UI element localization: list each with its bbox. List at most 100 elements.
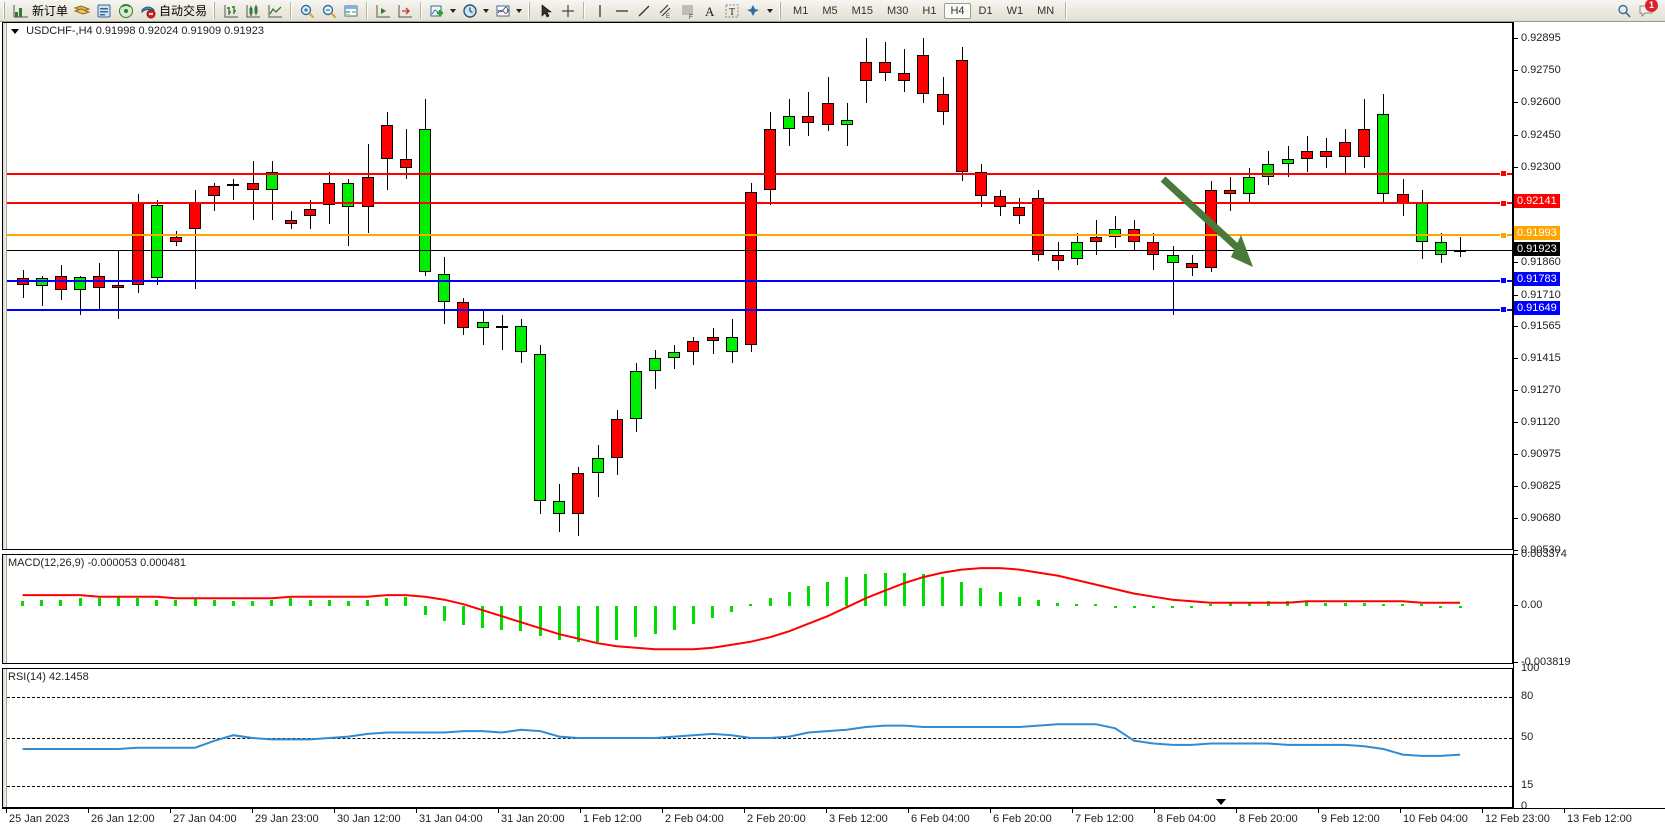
price-level-line-support-1[interactable] (7, 279, 1512, 282)
cursor-button[interactable] (535, 1, 557, 21)
rsi-scroll-rail[interactable] (3, 669, 7, 807)
macd-histogram-bar (1171, 605, 1175, 608)
price-level-line-pivot[interactable] (7, 234, 1512, 237)
chart-scroll-rail[interactable] (3, 23, 7, 549)
zoom-in-button[interactable] (296, 1, 318, 21)
toolbar-grip-4[interactable] (779, 2, 784, 19)
timeframe-m15[interactable]: M15 (851, 4, 873, 17)
price-tag-support-1[interactable]: 0.91783 (1514, 271, 1560, 286)
timeframe-d1[interactable]: D1 (978, 4, 993, 17)
time-tick (1154, 809, 1155, 813)
macd-canvas (7, 555, 1512, 663)
notifications-button[interactable]: 1 (1635, 0, 1658, 21)
add-indicator-button[interactable] (426, 1, 459, 21)
rsi-label: RSI(14) 42.1458 (8, 671, 89, 683)
macd-histogram-bar (1439, 605, 1443, 608)
auto-scroll-button[interactable] (372, 1, 394, 21)
price-level-anchor-support-2[interactable] (1500, 306, 1507, 314)
chart-menu-caret-icon[interactable] (11, 28, 19, 34)
price-scale[interactable]: 0.92895 0.92750 0.92600 0.92450 0.92300 0.921… (1513, 22, 1665, 812)
price-tick-label: 0.91860 (1521, 256, 1561, 269)
svg-text:T: T (729, 7, 735, 18)
price-level-line-support-2[interactable] (7, 308, 1512, 311)
chevron-down-icon[interactable] (450, 8, 457, 13)
time-tick (908, 809, 909, 813)
data-window-button[interactable] (93, 1, 115, 21)
chevron-down-icon-3[interactable] (516, 8, 523, 13)
time-tick-label: 12 Feb 23:00 (1485, 813, 1550, 825)
macd-tick-label: 0.00 (1521, 598, 1543, 611)
add-indicator-icon (429, 3, 445, 19)
macd-histogram-bar (979, 587, 983, 606)
toolbar-grip-2[interactable] (213, 2, 218, 19)
chart-shift-button[interactable] (394, 1, 416, 21)
toolbar-grip-3[interactable] (528, 2, 533, 19)
price-tag-pivot[interactable]: 0.91993 (1514, 226, 1560, 241)
text-label-button[interactable]: A (699, 1, 721, 21)
price-tick-label: 0.92300 (1521, 160, 1561, 173)
price-tick (1514, 102, 1518, 104)
horizontal-line-button[interactable] (611, 1, 633, 21)
macd-histogram-bar (155, 599, 159, 606)
new-order-button[interactable]: 新订单 (10, 1, 71, 21)
time-axis[interactable]: 25 Jan 2023 26 Jan 12:00 27 Jan 04:00 29 Ja… (2, 799, 1665, 833)
price-level-anchor-pivot[interactable] (1500, 231, 1507, 239)
price-level-line-resistance-1[interactable] (7, 172, 1512, 175)
templates-button[interactable] (492, 1, 525, 21)
vertical-line-button[interactable] (589, 1, 611, 21)
period-button[interactable] (459, 1, 492, 21)
candle-body (1147, 241, 1160, 255)
timeframe-h4[interactable]: H4 (944, 2, 971, 19)
zoom-out-button[interactable] (318, 1, 340, 21)
equidistant-channel-button[interactable]: E (655, 1, 677, 21)
grid-button[interactable] (340, 1, 362, 21)
price-chart-panel[interactable]: USDCHF-,H4 0.91998 0.92024 0.91909 0.919… (2, 22, 1513, 550)
timeframe-m5[interactable]: M5 (822, 4, 838, 17)
timeframe-mn[interactable]: MN (1037, 4, 1055, 17)
candlestick-button[interactable] (242, 1, 264, 21)
price-level-anchor-resistance-2[interactable] (1500, 199, 1507, 207)
price-level-anchor-resistance-1[interactable] (1500, 170, 1507, 178)
macd-histogram-bar (442, 605, 446, 621)
price-tag-support-2[interactable]: 0.91649 (1514, 300, 1560, 315)
price-tick (1514, 326, 1518, 328)
time-tick-label: 2 Feb 20:00 (747, 813, 806, 825)
chevron-down-icon-2[interactable] (483, 8, 490, 13)
price-level-line-resistance-2[interactable] (7, 202, 1512, 205)
chevron-down-icon-4[interactable] (767, 8, 774, 13)
macd-scroll-rail[interactable] (3, 555, 7, 663)
candle-body (35, 278, 48, 286)
svg-text:F: F (689, 15, 693, 19)
timeframe-w1[interactable]: W1 (1006, 4, 1024, 17)
autotrading-button[interactable]: 自动交易 (137, 1, 210, 21)
shapes-button[interactable] (743, 1, 776, 21)
expert-advisors-button[interactable] (71, 1, 93, 21)
price-tag-last-price[interactable]: 0.91923 (1514, 241, 1560, 256)
crosshair-button[interactable] (557, 1, 579, 21)
candle-body (1262, 163, 1275, 177)
macd-histogram-bar (806, 586, 810, 606)
rsi-panel[interactable]: RSI(14) 42.1458 (2, 668, 1513, 808)
price-level-line-last-price[interactable] (7, 249, 1512, 251)
timeframe-h1[interactable]: H1 (922, 4, 937, 17)
line-chart-button[interactable] (264, 1, 286, 21)
macd-histogram-bar (500, 605, 504, 630)
bar-chart-button[interactable] (220, 1, 242, 21)
toolbar-grip[interactable] (3, 2, 7, 19)
candle-body (112, 284, 125, 289)
signals-button[interactable] (115, 1, 137, 21)
price-level-anchor-support-1[interactable] (1500, 277, 1507, 285)
macd-histogram-bar (327, 599, 331, 606)
chart-area[interactable]: USDCHF-,H4 0.91998 0.92024 0.91909 0.919… (0, 22, 1665, 833)
trend-arrow-annotation[interactable] (1157, 173, 1267, 278)
text-box-button[interactable]: T (721, 1, 743, 21)
macd-panel[interactable]: MACD(12,26,9) -0.000053 0.000481 (2, 554, 1513, 664)
trendline-button[interactable] (633, 1, 655, 21)
price-tag-resistance-2[interactable]: 0.92141 (1514, 194, 1560, 209)
search-button[interactable] (1613, 1, 1635, 21)
candle-body (764, 129, 777, 190)
time-tick (1318, 809, 1319, 813)
timeframe-m30[interactable]: M30 (887, 4, 909, 17)
timeframe-m1[interactable]: M1 (793, 4, 809, 17)
fibonacci-button[interactable]: F (677, 1, 699, 21)
